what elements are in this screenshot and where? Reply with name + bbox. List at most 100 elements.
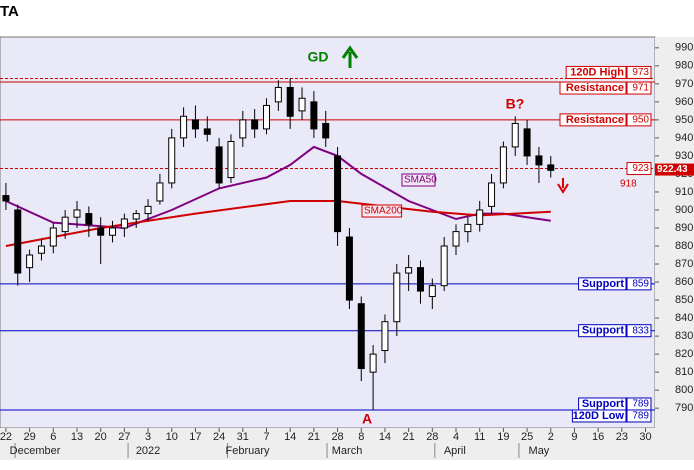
candle-body (499, 146, 507, 184)
level-value-box (626, 277, 652, 291)
candle-body (286, 86, 294, 117)
level-value-box (626, 65, 652, 79)
level-label: Support (582, 325, 624, 337)
candle-body (298, 97, 306, 112)
candle-body (511, 122, 519, 148)
level-value-box (626, 324, 652, 338)
y-tick-label: 860 (675, 276, 693, 288)
candle-body (239, 119, 247, 139)
x-tick-label: 6 (50, 431, 56, 443)
y-tick-label: 840 (675, 312, 693, 324)
x-tick-label: 2 (548, 431, 554, 443)
candle-body (322, 122, 330, 139)
y-tick-label: 950 (675, 114, 693, 126)
candle-body (263, 104, 271, 130)
ma-label: SMA50 (404, 175, 437, 186)
candle-body (523, 128, 531, 157)
candle-body (73, 209, 81, 218)
x-tick-label: 9 (571, 431, 577, 443)
candle-body (14, 209, 22, 274)
x-tick-label: 31 (237, 431, 249, 443)
y-tick-label: 910 (675, 186, 693, 198)
level-label: Resistance (566, 82, 624, 94)
x-tick-label: 11 (474, 431, 485, 443)
up-arrow (341, 45, 359, 68)
chart-title: TA (0, 3, 19, 20)
level-label-box (578, 324, 627, 338)
x-tick-label: 8 (358, 431, 364, 443)
candle-body (251, 119, 259, 130)
month-label: May (529, 445, 550, 457)
candle-body (452, 231, 460, 247)
down-arrow (557, 178, 569, 194)
candle-body (440, 245, 448, 287)
candle-body (26, 254, 34, 269)
candle-body (274, 86, 282, 103)
ma-label-box (401, 173, 436, 187)
month-label: 2022 (136, 445, 160, 457)
y-tick-label: 900 (675, 204, 693, 216)
annotation: A (362, 411, 372, 427)
level-value-box (626, 81, 652, 95)
y-tick-label: 990 (675, 42, 693, 54)
candle-body (547, 164, 555, 171)
candle-body (381, 321, 389, 352)
candle-body (393, 272, 401, 323)
candle-body (191, 119, 199, 130)
level-value: 923 (632, 163, 649, 174)
y-tick-label: 930 (675, 150, 693, 162)
y-tick-label: 850 (675, 294, 693, 306)
candle-body (215, 146, 223, 184)
candle-body (464, 223, 472, 233)
candle-body (180, 115, 188, 139)
y-tick-label: 890 (675, 222, 693, 234)
x-tick-label: 3 (145, 431, 151, 443)
level-value: 973 (632, 67, 649, 78)
x-tick-label: 28 (426, 431, 438, 443)
x-tick-label: 7 (263, 431, 269, 443)
candle-body (345, 236, 353, 301)
level-label-box (559, 81, 627, 95)
x-tick-label: 24 (213, 431, 225, 443)
level-value-box (626, 113, 652, 127)
candle-body (227, 141, 235, 179)
candle-body (109, 227, 117, 236)
level-label: 120D High (570, 66, 624, 78)
x-tick-label: 21 (403, 431, 415, 443)
level-label: Support (582, 278, 624, 290)
candle-body (168, 137, 176, 184)
x-tick-label: 17 (189, 431, 201, 443)
candle-body (49, 227, 57, 247)
candle-body (334, 155, 342, 233)
level-label: 120D Low (573, 410, 625, 422)
x-tick-label: 25 (521, 431, 533, 443)
x-tick-label: 14 (284, 431, 296, 443)
candle-body (2, 195, 10, 202)
y-tick-label: 940 (675, 132, 693, 144)
y-tick-label: 790 (675, 402, 693, 414)
y-tick-label: 830 (675, 330, 693, 342)
candle-body (97, 227, 105, 236)
x-tick-label: 10 (166, 431, 178, 443)
candle-body (61, 216, 69, 233)
level-value: 789 (632, 399, 649, 410)
x-tick-label: 20 (95, 431, 107, 443)
x-tick-label: 14 (379, 431, 391, 443)
candle-body (357, 303, 365, 370)
candle-body (156, 182, 164, 202)
y-tick-label: 810 (675, 366, 693, 378)
level-label-box (565, 65, 627, 79)
x-tick-label: 13 (71, 431, 83, 443)
level-label: Resistance (566, 114, 624, 126)
candle-body (144, 205, 152, 215)
month-label: April (444, 445, 466, 457)
annotation: GD (308, 49, 329, 65)
level-value: 833 (632, 325, 649, 336)
ma-label: SMA200 (364, 206, 403, 217)
candle-body (132, 213, 140, 220)
level-value-box (626, 409, 652, 423)
x-tick-label: 23 (616, 431, 628, 443)
y-axis-area (655, 37, 694, 428)
x-tick-label: 16 (592, 431, 604, 443)
